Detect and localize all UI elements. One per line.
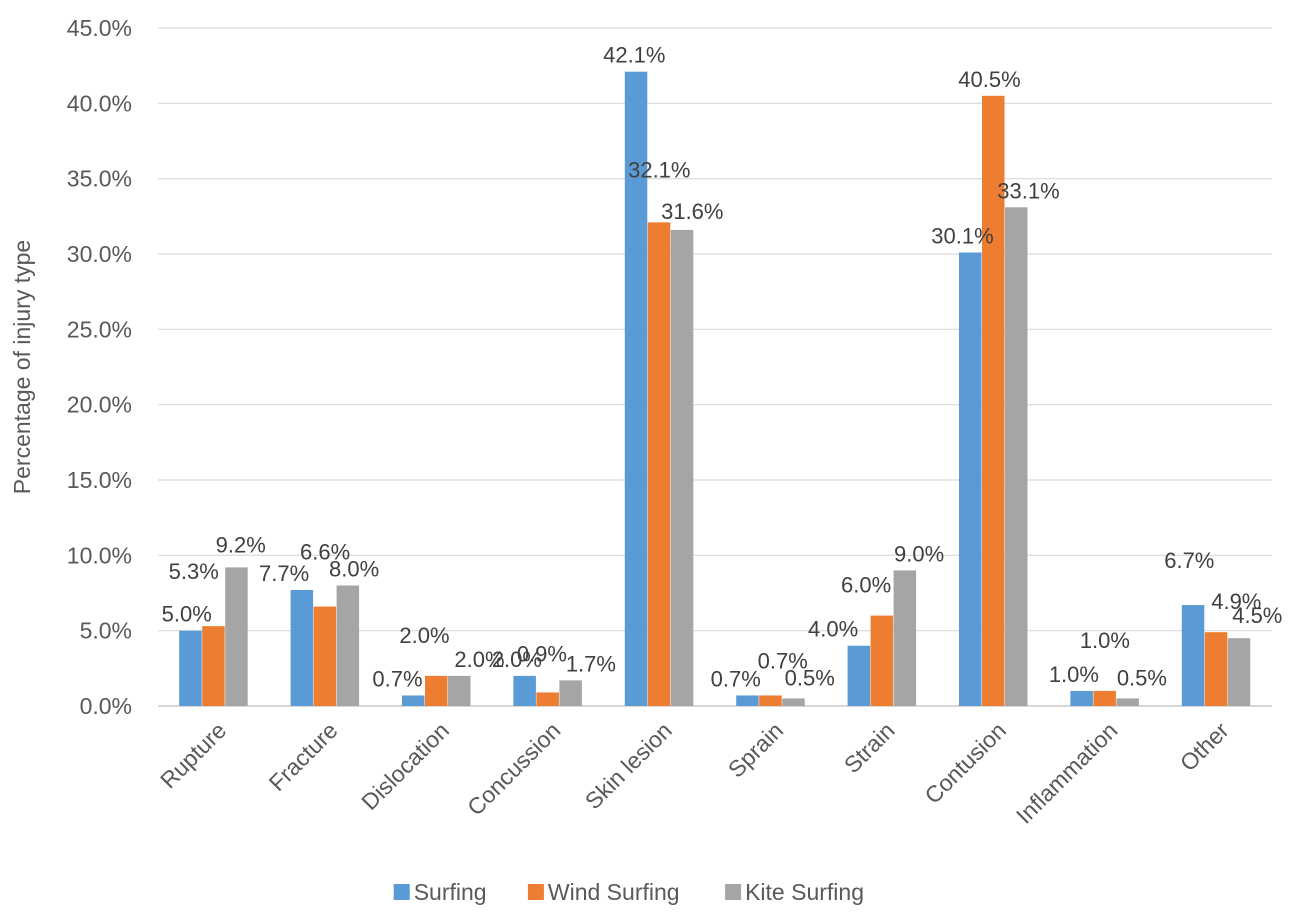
data-label: 4.5% <box>1232 603 1282 628</box>
data-label: 4.0% <box>808 617 858 642</box>
x-tick-label: Fracture <box>264 717 343 796</box>
bar <box>179 630 202 706</box>
data-label: 6.6% <box>300 540 350 565</box>
bar <box>782 698 805 706</box>
bar <box>513 675 536 706</box>
data-label: 33.1% <box>997 178 1059 203</box>
bar <box>736 695 759 706</box>
bar <box>313 606 337 706</box>
data-label: 30.1% <box>931 223 993 248</box>
y-axis-label: Percentage of injury type <box>9 240 35 494</box>
data-label: 6.0% <box>841 573 891 598</box>
bar <box>336 585 360 706</box>
bar <box>202 626 225 706</box>
x-tick-label: Skin lesion <box>580 717 677 814</box>
bars <box>179 71 1251 707</box>
data-label: 5.3% <box>169 559 219 584</box>
y-tick-label: 10.0% <box>67 542 132 568</box>
data-label: 5.0% <box>162 602 212 627</box>
data-labels: 5.0%5.3%9.2%7.7%6.6%8.0%0.7%2.0%2.0%2.0%… <box>162 43 1283 692</box>
bar <box>425 675 448 706</box>
bar <box>1070 690 1093 706</box>
bar <box>847 645 871 706</box>
data-label: 1.7% <box>566 651 616 676</box>
data-label: 2.0% <box>399 623 449 648</box>
legend-swatch <box>725 884 742 900</box>
y-tick-label: 15.0% <box>67 467 132 493</box>
bar <box>448 675 471 706</box>
data-label: 0.7% <box>372 666 422 691</box>
data-label: 1.0% <box>1049 662 1099 687</box>
bar <box>1005 207 1028 706</box>
gridlines <box>158 27 1272 707</box>
y-axis-ticks: 0.0% 5.0% 10.0% 15.0% 20.0% 25.0% 30.0% 35.0% 40… <box>67 15 132 719</box>
bar <box>870 615 894 706</box>
data-label: 0.7% <box>758 648 808 673</box>
y-tick-label: 20.0% <box>67 392 132 418</box>
x-tick-label: Sprain <box>723 717 788 782</box>
bar <box>1093 690 1116 706</box>
y-tick-label: 40.0% <box>67 90 132 116</box>
data-label: 7.7% <box>259 561 309 586</box>
x-tick-label: Rupture <box>155 717 231 793</box>
data-label: 42.1% <box>603 43 665 68</box>
legend-label: Surfing <box>414 879 487 905</box>
data-label: 9.2% <box>216 532 266 557</box>
data-label: 40.5% <box>958 67 1020 92</box>
data-label: 0.5% <box>1117 665 1167 690</box>
bar <box>647 222 671 707</box>
data-label: 0.9% <box>517 641 567 666</box>
data-label: 6.7% <box>1164 548 1214 573</box>
legend-label: Wind Surfing <box>548 879 680 905</box>
data-label: 2.0% <box>454 647 504 672</box>
bar <box>1116 698 1139 706</box>
y-tick-label: 0.0% <box>80 693 132 719</box>
legend-label: Kite Surfing <box>745 879 864 905</box>
data-label: 8.0% <box>329 556 379 581</box>
data-label: 31.6% <box>661 199 723 224</box>
y-tick-label: 30.0% <box>67 241 132 267</box>
legend-swatch <box>527 884 544 900</box>
bar <box>759 695 782 706</box>
data-label: 9.0% <box>894 541 944 566</box>
bar <box>1204 632 1228 706</box>
y-tick-label: 5.0% <box>80 618 132 644</box>
data-label: 0.7% <box>711 666 761 691</box>
bar <box>624 71 648 706</box>
x-tick-label: Other <box>1175 717 1234 776</box>
x-tick-label: Concussion <box>462 717 565 820</box>
y-tick-label: 35.0% <box>67 166 132 192</box>
data-label: 1.0% <box>1080 628 1130 653</box>
bar <box>1227 638 1251 706</box>
y-tick-label: 25.0% <box>67 316 132 342</box>
bar <box>559 680 582 706</box>
bar <box>290 589 314 706</box>
data-label: 0.5% <box>785 665 835 690</box>
bar <box>982 95 1005 707</box>
bar <box>402 695 425 706</box>
bar <box>1181 605 1205 706</box>
bar <box>959 252 982 706</box>
bar <box>893 570 917 706</box>
bar <box>225 567 248 706</box>
bar <box>536 692 559 706</box>
legend-swatch <box>393 884 410 900</box>
x-tick-label: Inflammation <box>1011 717 1122 828</box>
bar <box>670 229 694 707</box>
legend: Surfing Wind Surfing Kite Surfing <box>393 879 864 905</box>
x-tick-label: Dislocation <box>356 717 454 815</box>
x-axis-categories: Rupture Fracture Dislocation Concussion Skin… <box>155 717 1234 829</box>
y-tick-label: 45.0% <box>67 15 132 41</box>
data-label: 4.9% <box>1211 589 1261 614</box>
data-label: 32.1% <box>628 157 690 182</box>
data-label: 2.0% <box>492 647 542 672</box>
x-tick-label: Contusion <box>919 717 1011 809</box>
x-tick-label: Strain <box>839 717 900 778</box>
